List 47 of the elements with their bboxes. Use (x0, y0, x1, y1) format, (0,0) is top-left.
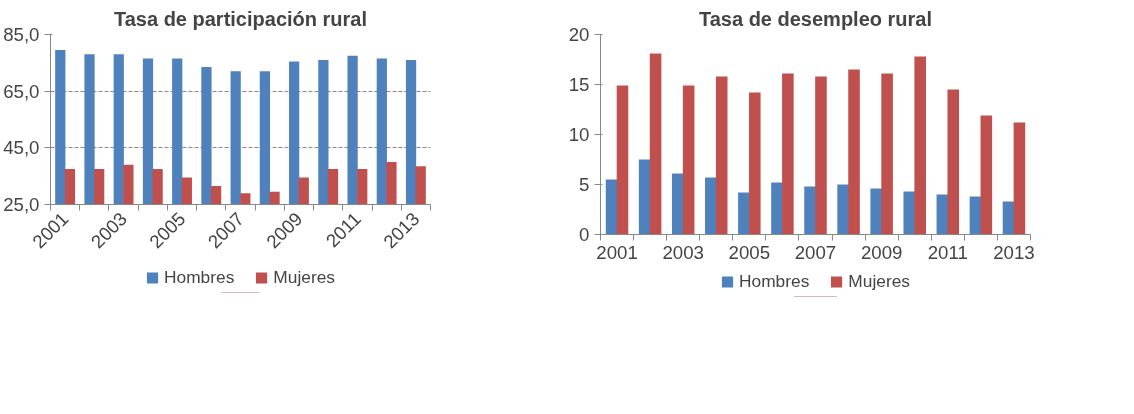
bar (837, 184, 849, 235)
y-tick-label: 20 (568, 24, 590, 45)
bar (881, 73, 893, 235)
bar (616, 85, 629, 235)
y-tick-label: 0 (579, 224, 590, 245)
bar (1013, 122, 1026, 235)
bar (914, 56, 926, 235)
bar (848, 69, 860, 235)
y-tick-label: 25,0 (3, 194, 40, 215)
bar (705, 177, 717, 235)
x-tick-label: 2007 (794, 241, 837, 263)
x-tick-label: 2005 (728, 241, 771, 263)
bar (738, 192, 750, 235)
legend-label: Hombres (164, 266, 235, 288)
bar (671, 173, 684, 235)
bar (804, 186, 816, 235)
x-tick-label: 2013 (993, 241, 1035, 263)
bar (980, 115, 993, 235)
chart-title: Tasa de desempleo rural (698, 7, 933, 30)
bar (682, 85, 695, 235)
bar (969, 196, 982, 235)
bar (771, 182, 783, 235)
bar (782, 73, 794, 235)
bar (749, 92, 761, 235)
bar (947, 89, 960, 235)
bar (638, 159, 651, 235)
y-tick-label: 45,0 (3, 137, 40, 159)
bar (649, 53, 662, 235)
y-tick-label: 85,0 (3, 24, 40, 45)
bar (870, 188, 882, 235)
bar (605, 179, 618, 235)
legend-label: Mujeres (273, 266, 335, 288)
bar (715, 76, 728, 235)
x-tick-label: 2009 (860, 241, 903, 263)
x-tick-label: 2003 (662, 241, 704, 263)
y-tick-label: 65,0 (3, 80, 40, 102)
chart-title: Tasa de participación rural (113, 7, 368, 30)
bar (815, 76, 827, 235)
y-tick-label: 10 (568, 124, 590, 145)
y-tick-label: 5 (579, 174, 590, 195)
y-tick-label: 15 (568, 74, 590, 95)
legend-label: Mujeres (848, 270, 910, 292)
bar (903, 191, 916, 235)
bar (1002, 201, 1015, 235)
x-tick-label: 2001 (596, 241, 638, 263)
x-tick-label: 2011 (927, 241, 968, 263)
legend-label: Hombres (739, 270, 810, 292)
